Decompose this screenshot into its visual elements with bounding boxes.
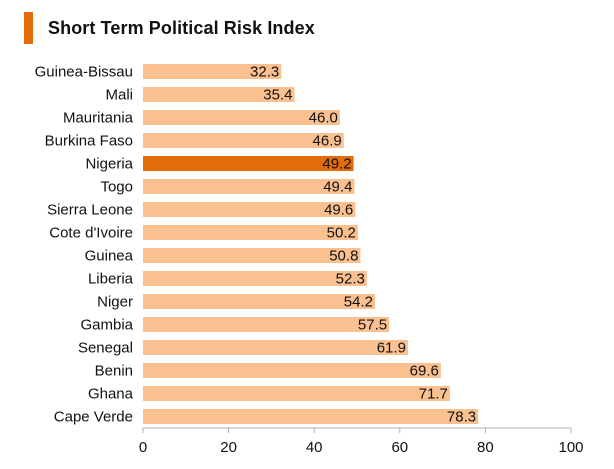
value-label-mali: 35.4 [263, 87, 292, 104]
bar-mali [143, 87, 295, 102]
category-label-gambia: Gambia [80, 317, 133, 334]
value-labels: 32.3 35.4 46.0 46.9 49.2 49.4 49.6 50.2 50.8 52.3… [250, 64, 476, 426]
value-label-cape-verde: 78.3 [447, 409, 476, 426]
x-tick-label-0: 0 [139, 439, 147, 456]
bar-group [143, 64, 479, 424]
bar-mauritania [143, 110, 340, 125]
value-label-sierra-leone: 49.6 [324, 202, 353, 219]
category-label-guinea: Guinea [85, 248, 134, 265]
x-tick-label-80: 80 [477, 439, 494, 456]
bar-gambia [143, 317, 390, 332]
category-label-sierra-leone: Sierra Leone [47, 202, 133, 219]
value-label-cote-d-ivoire: 50.2 [327, 225, 356, 242]
bar-cape-verde [143, 409, 479, 424]
bar-sierra-leone [143, 202, 356, 217]
value-label-burkina-faso: 46.9 [313, 133, 342, 150]
title-accent-bar [24, 12, 33, 44]
value-label-gambia: 57.5 [358, 317, 387, 334]
value-label-senegal: 61.9 [377, 340, 406, 357]
category-label-senegal: Senegal [78, 340, 133, 357]
bar-togo [143, 179, 355, 194]
bar-cote-d-ivoire [143, 225, 358, 240]
category-label-niger: Niger [97, 294, 133, 311]
x-tick-label-20: 20 [220, 439, 237, 456]
value-label-niger: 54.2 [344, 294, 373, 311]
value-label-guinea-bissau: 32.3 [250, 64, 279, 81]
category-label-mauritania: Mauritania [63, 110, 134, 127]
x-tick-label-40: 40 [306, 439, 323, 456]
value-label-ghana: 71.7 [419, 386, 448, 403]
x-tick-label-60: 60 [391, 439, 408, 456]
x-axis: 0 20 40 60 80 100 [139, 427, 584, 456]
category-label-benin: Benin [95, 363, 133, 380]
value-label-benin: 69.6 [410, 363, 439, 380]
bar-guinea-bissau [143, 64, 282, 79]
bar-benin [143, 363, 441, 378]
bar-senegal [143, 340, 408, 355]
category-label-ghana: Ghana [88, 386, 134, 403]
category-label-nigeria: Nigeria [85, 156, 133, 173]
bar-nigeria [143, 156, 354, 171]
category-label-cape-verde: Cape Verde [54, 409, 133, 426]
category-label-burkina-faso: Burkina Faso [45, 133, 133, 150]
x-tick-label-100: 100 [558, 439, 583, 456]
bar-guinea [143, 248, 361, 263]
value-label-liberia: 52.3 [336, 271, 365, 288]
category-labels: Guinea-Bissau Mali Mauritania Burkina Faso N… [35, 64, 134, 426]
category-label-liberia: Liberia [88, 271, 134, 288]
category-label-togo: Togo [100, 179, 133, 196]
category-label-cote-d-ivoire: Cote d'Ivoire [49, 225, 133, 242]
value-label-mauritania: 46.0 [309, 110, 338, 127]
value-label-nigeria: 49.2 [322, 156, 351, 173]
chart-title: Short Term Political Risk Index [48, 17, 315, 38]
value-label-togo: 49.4 [323, 179, 352, 196]
category-label-mali: Mali [105, 87, 133, 104]
bar-ghana [143, 386, 450, 401]
category-label-guinea-bissau: Guinea-Bissau [35, 64, 133, 81]
chart-title-block: Short Term Political Risk Index [24, 12, 315, 44]
bar-burkina-faso [143, 133, 344, 148]
bar-liberia [143, 271, 367, 286]
bar-niger [143, 294, 375, 309]
value-label-guinea: 50.8 [329, 248, 358, 265]
